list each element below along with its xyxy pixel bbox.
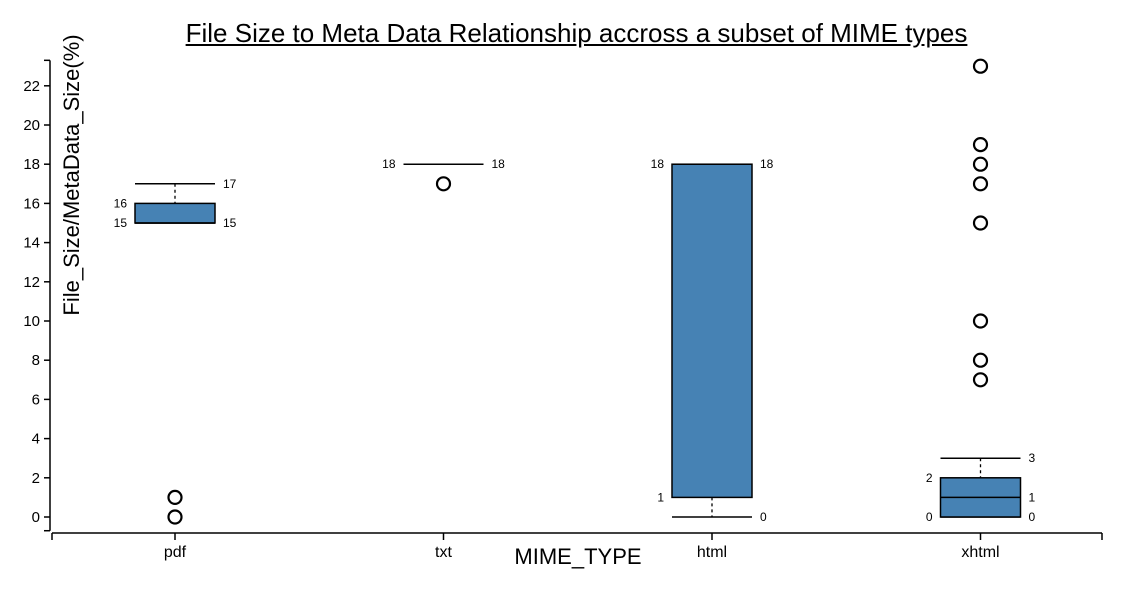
x-tick-label: xhtml — [961, 544, 999, 561]
y-tick-label: 4 — [32, 431, 40, 448]
data-label: 1 — [657, 490, 664, 504]
data-label: 17 — [223, 177, 237, 191]
data-label: 1 — [1029, 490, 1036, 504]
outlier-point — [972, 156, 989, 172]
outlier-point — [972, 215, 989, 231]
y-tick-label: 18 — [23, 156, 40, 173]
x-tick-label: txt — [435, 544, 452, 561]
outlier-point — [972, 372, 989, 388]
y-axis-label: File_Size/MetaData_Size(%) — [59, 34, 84, 315]
outlier-point — [972, 58, 989, 74]
x-axis-label: MIME_TYPE — [514, 544, 641, 569]
y-tick-label: 10 — [23, 313, 40, 330]
y-tick-label: 0 — [32, 509, 40, 526]
box — [134, 202, 216, 224]
plot-area: 17 16 15 15 18 18 18 18 1 0 3 2 1 0 0 — [114, 58, 1036, 525]
data-label: 2 — [926, 471, 933, 485]
outlier-point — [972, 352, 989, 368]
data-label: 3 — [1029, 451, 1036, 465]
y-tick-label: 14 — [23, 235, 40, 252]
x-tick-label: html — [697, 544, 727, 561]
data-label: 18 — [760, 157, 774, 171]
data-label: 18 — [492, 157, 506, 171]
y-tick-label: 16 — [23, 195, 40, 212]
data-label: 16 — [114, 196, 128, 210]
outlier-point — [167, 509, 183, 525]
data-label: 15 — [114, 216, 128, 230]
box — [671, 163, 753, 499]
outlier-point — [972, 313, 989, 329]
chart-title: File Size to Meta Data Relationship accr… — [185, 18, 968, 48]
data-label: 18 — [382, 157, 396, 171]
data-label: 0 — [760, 510, 767, 524]
data-label: 18 — [651, 157, 665, 171]
outlier-point — [972, 137, 989, 153]
y-tick-label: 6 — [32, 391, 40, 408]
data-label: 15 — [223, 216, 237, 230]
x-axis: pdf txt html xhtml — [51, 532, 1103, 561]
data-label: 0 — [1029, 510, 1036, 524]
y-tick-label: 2 — [32, 470, 40, 487]
box-group-pdf — [134, 183, 216, 525]
data-label: 0 — [926, 510, 933, 524]
outlier-point — [435, 176, 452, 192]
x-tick-label: pdf — [164, 544, 187, 561]
outlier-point — [167, 489, 183, 505]
y-tick-label: 22 — [23, 78, 40, 95]
outlier-point — [972, 176, 989, 192]
y-tick-label: 20 — [23, 117, 40, 134]
box-group-txt — [403, 163, 484, 192]
y-tick-label: 12 — [23, 274, 40, 291]
box-group-xhtml — [939, 58, 1022, 518]
y-axis: 0 2 4 6 8 10 12 14 16 18 20 22 — [23, 59, 51, 532]
box-group-html — [671, 163, 753, 518]
y-tick-label: 8 — [32, 352, 40, 369]
